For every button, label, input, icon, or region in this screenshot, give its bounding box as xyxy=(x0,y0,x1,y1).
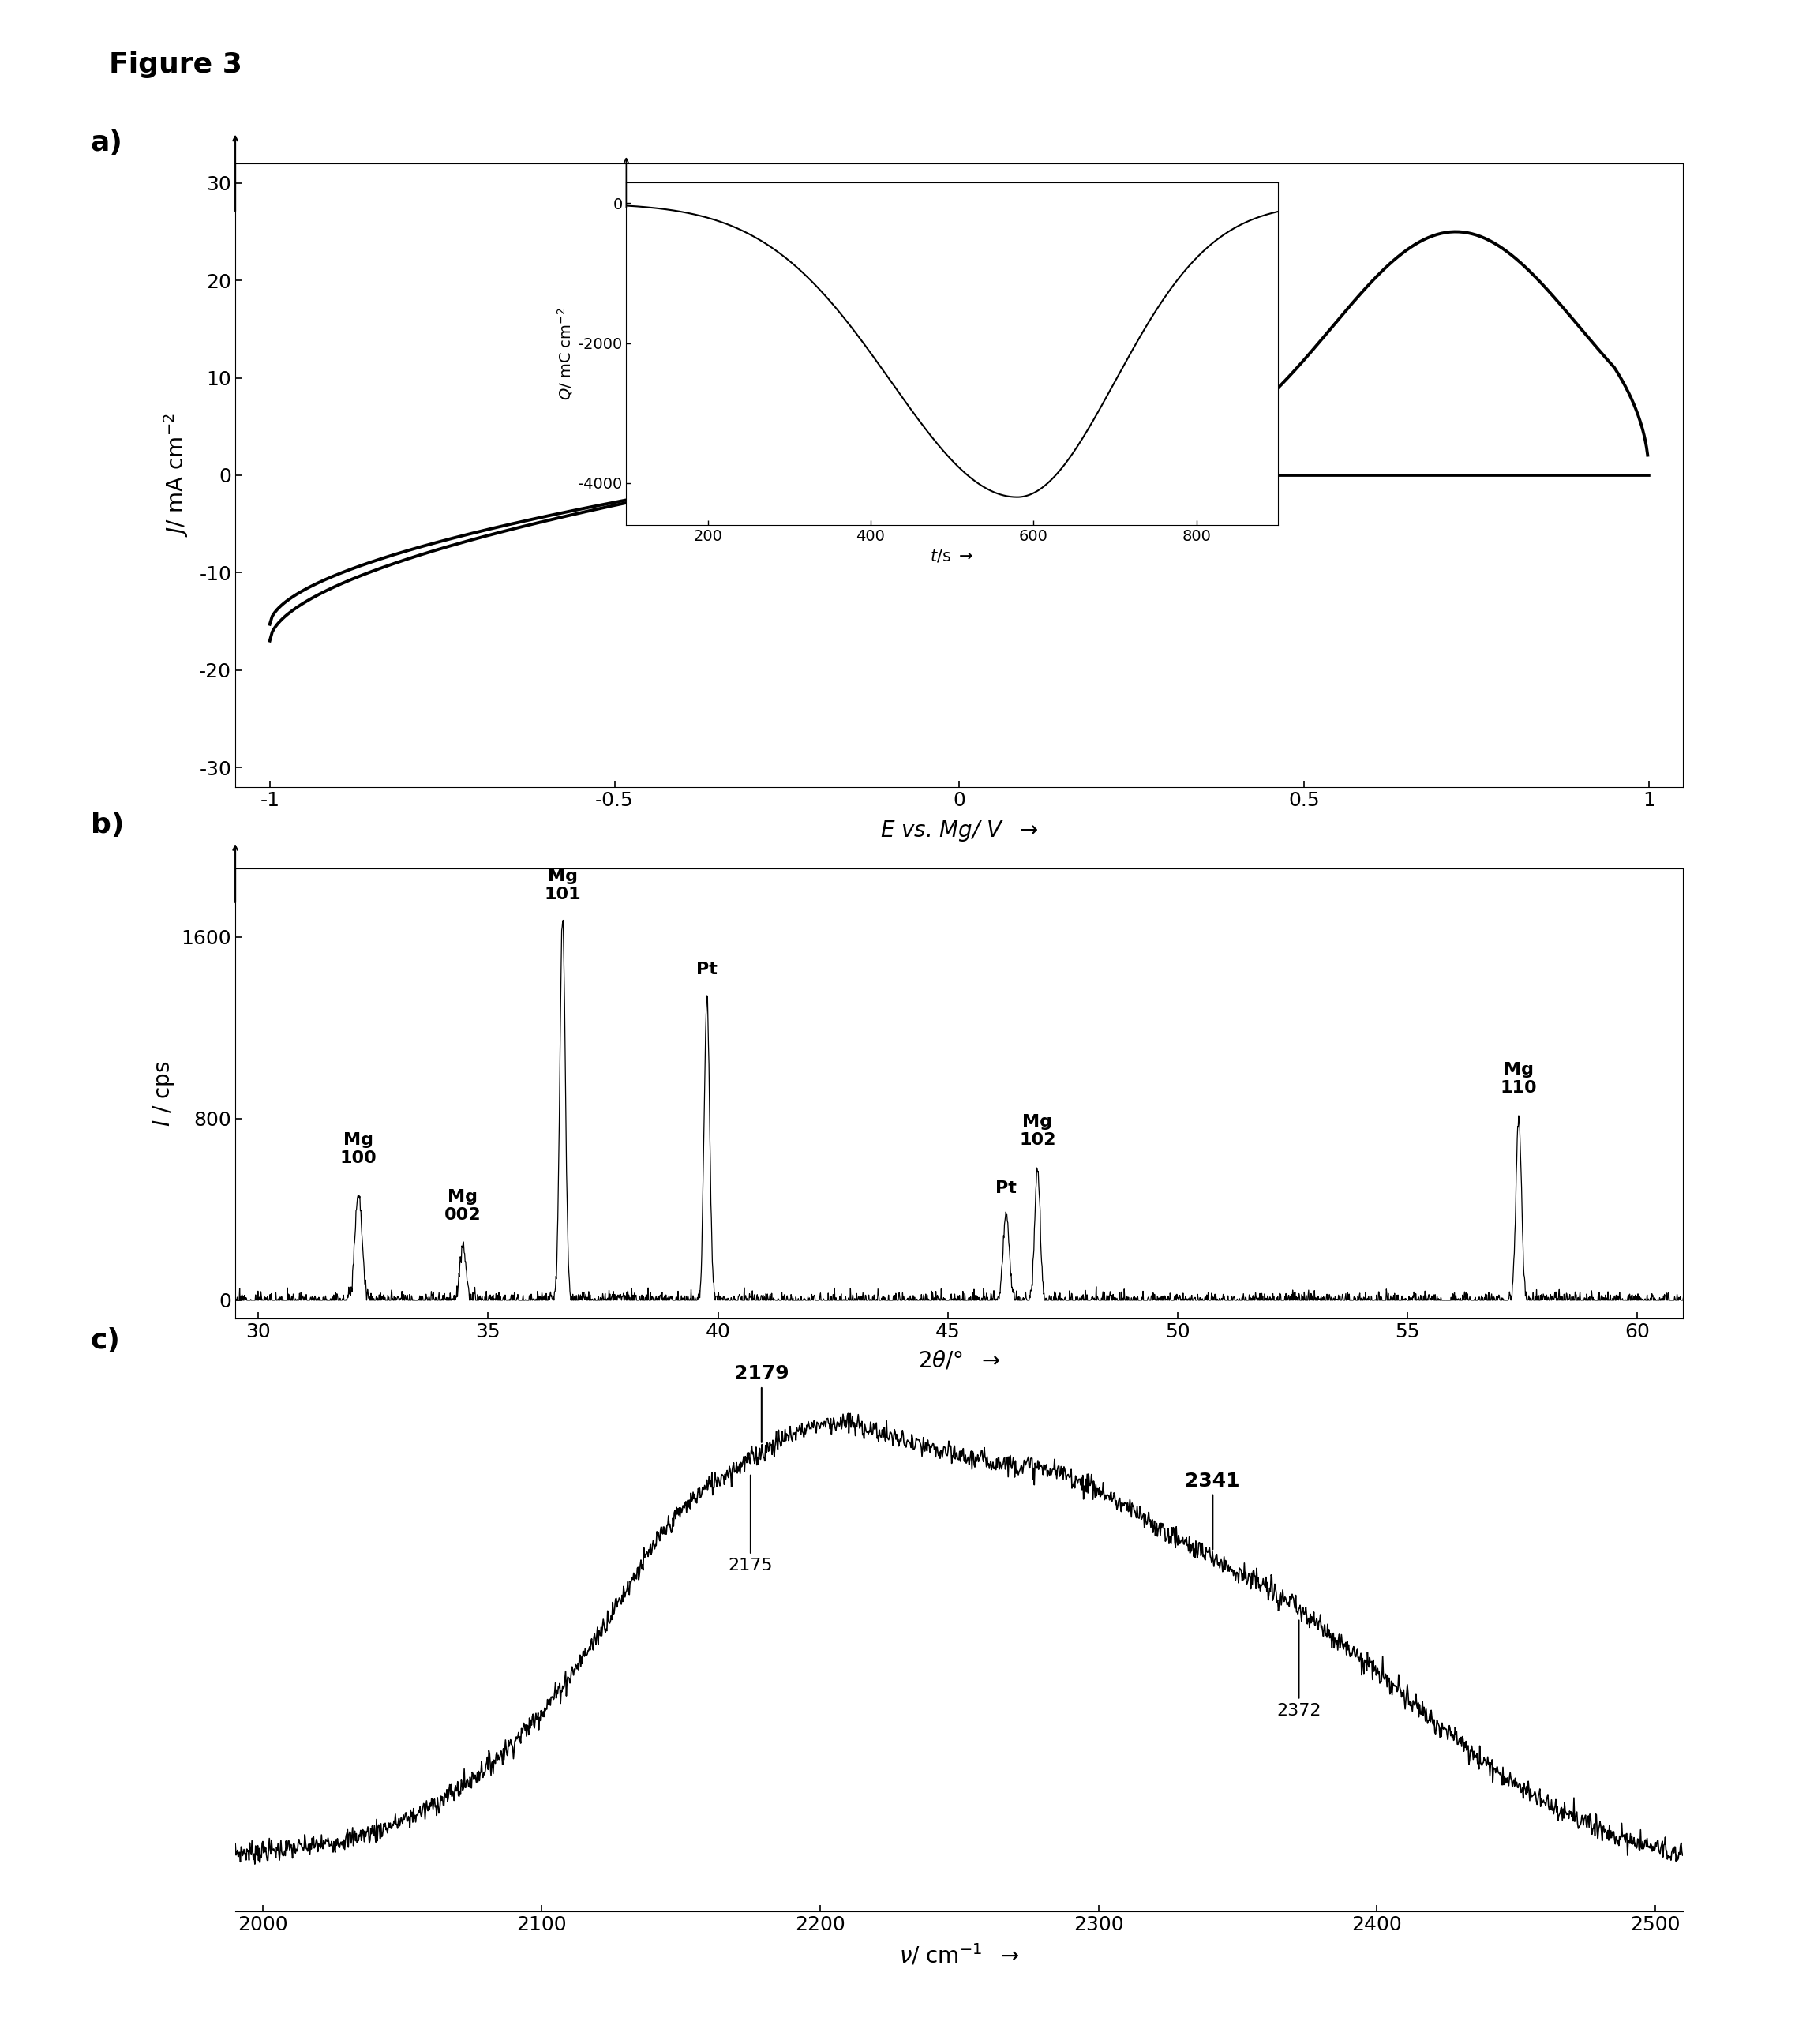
Text: Mg
101: Mg 101 xyxy=(545,869,581,903)
Y-axis label: $I$ / cps: $I$ / cps xyxy=(152,1061,176,1126)
Text: c): c) xyxy=(90,1327,121,1353)
Text: 2179: 2179 xyxy=(735,1365,789,1443)
Text: a): a) xyxy=(90,129,123,157)
Text: b): b) xyxy=(90,811,123,838)
Text: Mg
100: Mg 100 xyxy=(340,1132,376,1167)
X-axis label: $E$ vs. $Mg$/ V  $\rightarrow$: $E$ vs. $Mg$/ V $\rightarrow$ xyxy=(880,818,1039,842)
Text: Mg
102: Mg 102 xyxy=(1019,1114,1055,1149)
Text: 2175: 2175 xyxy=(728,1476,773,1574)
Text: Pt: Pt xyxy=(996,1179,1017,1196)
Text: Mg
110: Mg 110 xyxy=(1500,1061,1537,1096)
Text: Figure 3: Figure 3 xyxy=(109,51,243,78)
Text: Pt: Pt xyxy=(697,963,717,977)
Text: Mg
002: Mg 002 xyxy=(445,1190,481,1222)
X-axis label: $2\theta$/°  $\rightarrow$: $2\theta$/° $\rightarrow$ xyxy=(918,1349,1001,1372)
X-axis label: $\nu$/ cm$^{-1}$  $\rightarrow$: $\nu$/ cm$^{-1}$ $\rightarrow$ xyxy=(900,1942,1019,1968)
Text: 2341: 2341 xyxy=(1186,1472,1240,1549)
Y-axis label: $J$/ mA cm$^{-2}$: $J$/ mA cm$^{-2}$ xyxy=(161,413,190,538)
Text: 2372: 2372 xyxy=(1276,1621,1321,1719)
